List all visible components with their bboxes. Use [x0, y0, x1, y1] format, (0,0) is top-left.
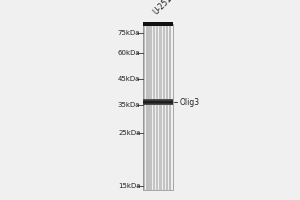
Bar	[157, 24, 158, 190]
Bar	[142, 22, 172, 26]
Bar	[143, 24, 144, 190]
Bar	[161, 24, 162, 190]
Bar	[144, 24, 145, 190]
Bar	[169, 24, 170, 190]
Text: 75kDa: 75kDa	[118, 30, 140, 36]
Bar	[160, 24, 161, 190]
Text: 15kDa: 15kDa	[118, 183, 140, 189]
Bar	[151, 24, 152, 190]
Bar	[148, 24, 149, 190]
Text: Olig3: Olig3	[180, 98, 200, 107]
Bar	[168, 24, 169, 190]
Bar	[162, 24, 163, 190]
Bar	[163, 24, 164, 190]
Text: 25kDa: 25kDa	[118, 130, 140, 136]
Bar	[152, 24, 153, 190]
Bar	[158, 24, 159, 190]
Text: 45kDa: 45kDa	[118, 76, 140, 82]
Bar	[147, 24, 148, 190]
Bar	[170, 24, 171, 190]
Bar	[142, 24, 172, 190]
Bar	[171, 24, 172, 190]
Text: 60kDa: 60kDa	[118, 50, 140, 56]
Text: 35kDa: 35kDa	[118, 102, 140, 108]
Bar	[159, 24, 160, 190]
Bar	[164, 24, 165, 190]
Bar	[153, 24, 154, 190]
Bar	[145, 24, 146, 190]
Bar	[149, 24, 150, 190]
Bar	[165, 24, 166, 190]
Bar	[154, 24, 155, 190]
Bar	[150, 24, 151, 190]
Bar	[156, 24, 157, 190]
Text: U-251MG: U-251MG	[151, 0, 182, 16]
Bar	[167, 24, 168, 190]
Bar	[155, 24, 156, 190]
Bar	[146, 24, 147, 190]
Bar	[142, 24, 143, 190]
